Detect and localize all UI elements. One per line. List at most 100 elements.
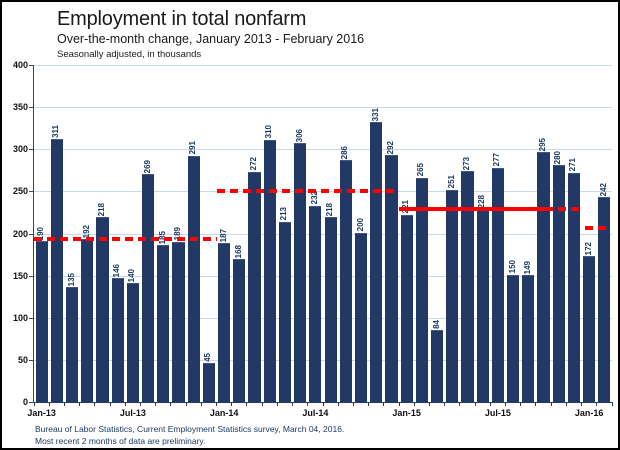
bar-value-label: 228 — [477, 194, 487, 208]
y-axis-tick-label: 50 — [17, 354, 28, 365]
bar-value-label: 192 — [81, 224, 91, 239]
y-axis-tick-label: 150 — [12, 270, 28, 281]
x-axis-tick — [413, 402, 415, 406]
bar — [339, 160, 352, 402]
bar-value-label: 45 — [203, 353, 213, 363]
y-axis-tick — [29, 149, 33, 151]
bar-value-label: 251 — [446, 175, 456, 189]
bar — [370, 122, 383, 402]
x-axis-tick — [109, 402, 111, 406]
bar — [263, 139, 276, 402]
bar-value-label: 292 — [385, 140, 395, 154]
y-axis-tick — [29, 317, 33, 319]
average-line-2016-average — [584, 225, 609, 230]
bar — [35, 240, 48, 402]
gridline — [34, 233, 612, 235]
gridline — [34, 65, 612, 66]
bar-value-label: 146 — [112, 263, 122, 277]
bar-value-label: 218 — [96, 202, 106, 217]
x-axis-tick — [611, 402, 613, 406]
bar — [491, 167, 505, 402]
gridline — [34, 107, 612, 109]
x-axis-tick — [535, 402, 537, 406]
bar — [278, 221, 292, 402]
chart-title: Employment in total nonfarm — [57, 8, 307, 30]
y-axis-tick-label: 0 — [22, 397, 28, 407]
chart-units-note: Seasonally adjusted, in thousands — [57, 49, 202, 60]
bar-value-label: 286 — [340, 145, 350, 160]
x-axis-tick — [428, 402, 430, 406]
bar — [415, 177, 428, 402]
bar — [324, 217, 337, 402]
bar — [567, 172, 581, 402]
x-axis-tick — [307, 402, 309, 406]
chart-subtitle: Over-the-month change, January 2013 - Fe… — [57, 32, 365, 46]
x-axis-tick — [261, 402, 263, 406]
x-axis-tick — [246, 402, 248, 406]
bar — [202, 363, 216, 402]
gridline — [34, 149, 612, 151]
x-axis-tick — [216, 402, 218, 406]
x-axis-tick-label: Jan-15 — [392, 408, 421, 418]
x-axis-tick — [170, 402, 172, 406]
bar-value-label: 311 — [51, 125, 61, 138]
bar — [111, 278, 124, 402]
bar — [385, 155, 398, 402]
bar — [65, 287, 79, 402]
x-axis-tick — [489, 402, 491, 406]
x-axis-tick — [459, 402, 461, 406]
x-axis-tick — [581, 402, 583, 406]
bar-value-label: 242 — [598, 182, 608, 197]
bar-value-label: 271 — [568, 158, 578, 172]
bar-value-label: 269 — [142, 160, 152, 174]
x-axis-tick — [444, 402, 446, 406]
y-axis-tick-label: 100 — [12, 312, 28, 323]
x-axis-tick — [276, 402, 278, 406]
bar-value-label: 277 — [492, 153, 502, 167]
x-axis-tick-label: Jul-15 — [484, 408, 511, 418]
bar-value-label: 273 — [462, 156, 471, 170]
y-axis-tick — [29, 65, 33, 66]
x-axis-tick-label: Jul-14 — [302, 408, 329, 418]
y-axis-tick-label: 250 — [12, 186, 28, 197]
bar — [309, 205, 322, 402]
x-axis-tick-label: Jul-13 — [119, 408, 146, 418]
x-axis-tick — [550, 402, 552, 406]
bar-value-label: 272 — [249, 157, 259, 171]
x-axis-tick — [474, 402, 476, 406]
y-axis-tick — [29, 233, 33, 235]
bar — [598, 197, 611, 402]
bar — [552, 165, 565, 402]
x-axis-tick — [33, 402, 35, 406]
x-axis-tick — [231, 402, 233, 406]
x-axis-tick — [292, 402, 294, 406]
y-axis-tick — [29, 107, 33, 109]
bar — [583, 256, 596, 402]
bar-value-label: 200 — [355, 218, 365, 232]
x-axis-tick — [155, 402, 157, 406]
bar-value-label: 331 — [370, 107, 380, 122]
average-line-2014-average — [216, 189, 400, 194]
x-axis-tick-label: Jan-13 — [27, 408, 56, 418]
x-axis-tick — [124, 402, 126, 406]
bar — [81, 239, 94, 402]
x-axis-tick — [79, 402, 81, 406]
x-axis-tick — [505, 402, 507, 406]
bar-value-label: 306 — [294, 128, 304, 143]
x-axis-tick — [565, 402, 567, 406]
bar — [430, 330, 444, 402]
bar-value-label: 168 — [233, 245, 243, 259]
bar-value-label: 291 — [188, 141, 198, 155]
y-axis-tick-label: 400 — [12, 60, 28, 70]
y-axis-tick-label: 300 — [12, 144, 28, 155]
bar-value-label: 295 — [538, 138, 548, 152]
bar — [96, 217, 109, 402]
bar-value-label: 280 — [553, 150, 563, 165]
bar — [218, 243, 231, 402]
gridline — [34, 359, 612, 361]
x-axis-tick — [63, 402, 65, 406]
bar-value-label: 84 — [431, 320, 441, 330]
bar-value-label: 265 — [416, 163, 426, 177]
bar-value-label: 150 — [507, 260, 517, 274]
bar — [248, 171, 261, 402]
